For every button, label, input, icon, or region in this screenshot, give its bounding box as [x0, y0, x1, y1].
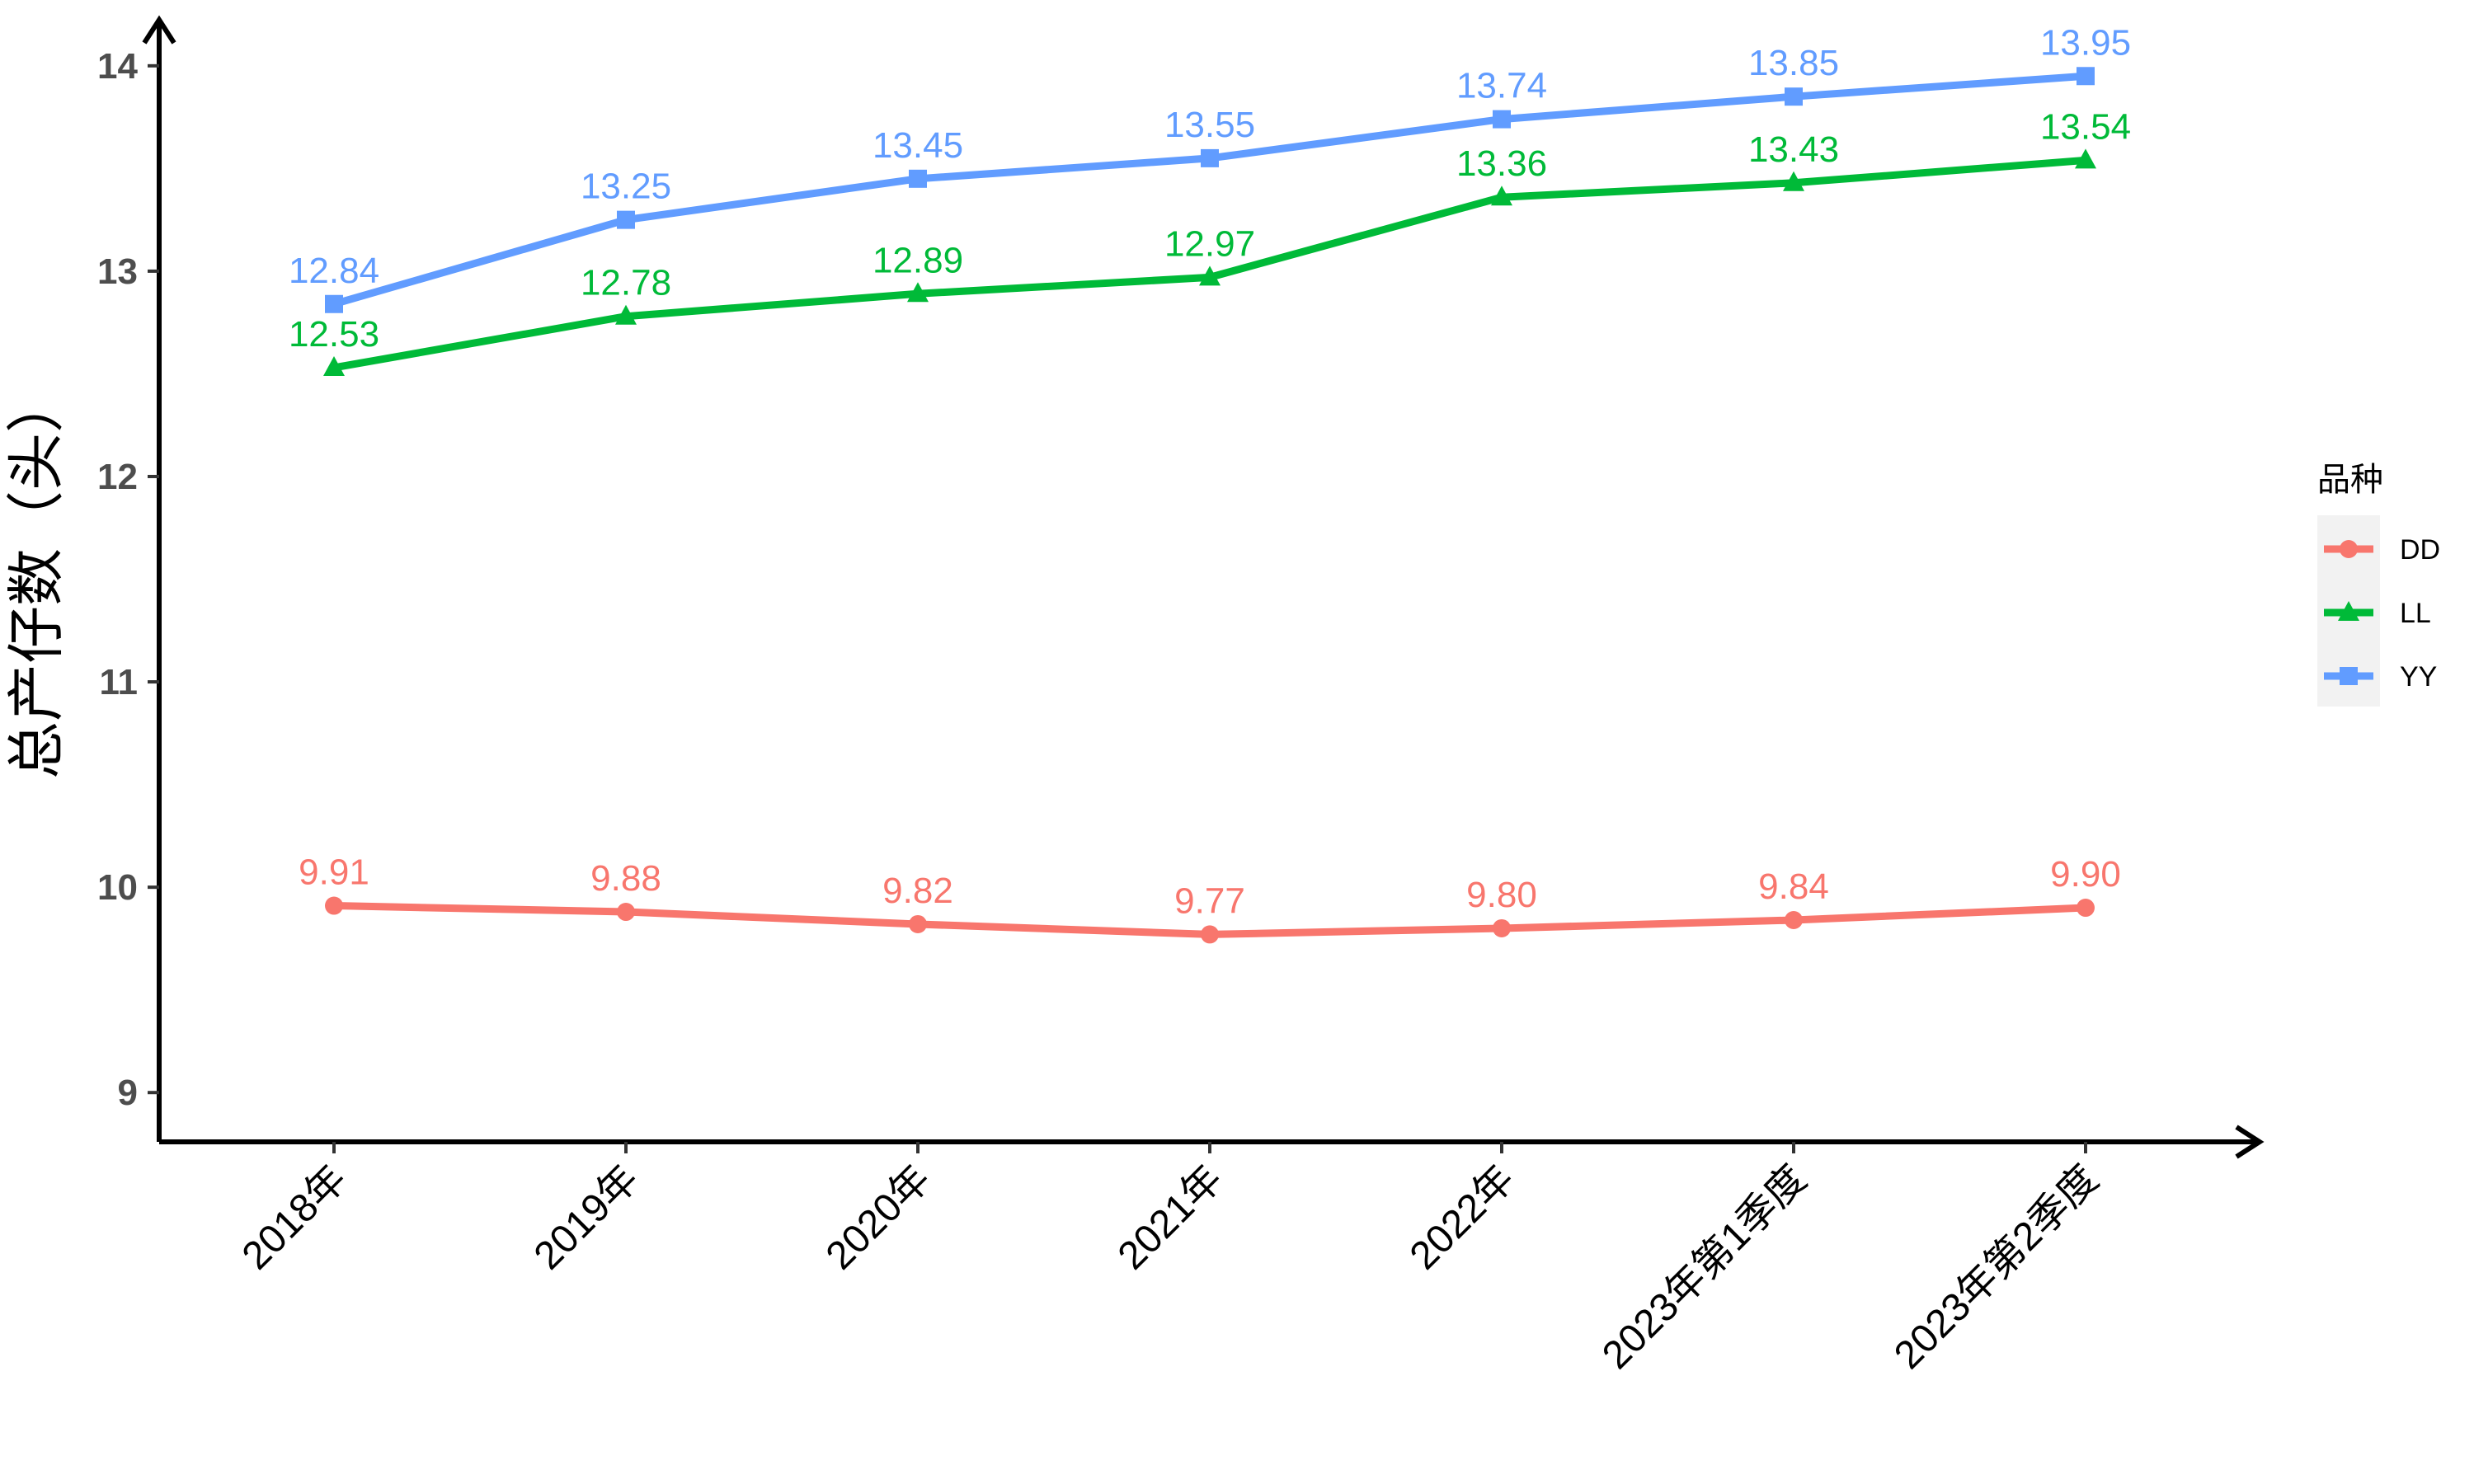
x-axis-ticks: 2018年 2019年 2020年 2021年 2022年 2023年第1季度 2023年第…	[234, 1142, 2107, 1378]
y-axis-label: 总产仔数（头）	[4, 375, 68, 779]
data-point-ll	[1199, 265, 1221, 286]
data-point-dd	[617, 903, 635, 922]
data-label-dd: 9.77	[1174, 881, 1245, 921]
data-label-dd: 9.82	[882, 871, 953, 911]
data-point-ll	[1491, 186, 1512, 206]
data-label-ll: 12.97	[1164, 223, 1255, 264]
data-point-dd	[1201, 925, 1219, 944]
y-tick-label: 10	[97, 867, 138, 908]
legend-key-marker-yy	[2340, 667, 2358, 685]
y-tick-label: 11	[99, 662, 138, 702]
series-yy: 12.84 13.25 13.45 13.55 13.74 13.85 13.95	[289, 22, 2131, 313]
x-tick-label: 2023年第1季度	[1594, 1157, 1815, 1378]
y-tick-label: 14	[97, 46, 138, 87]
data-point-yy	[1785, 87, 1803, 106]
data-label-ll: 12.53	[289, 314, 379, 355]
data-point-dd	[1493, 918, 1511, 937]
y-tick-label: 13	[97, 251, 138, 292]
data-label-yy: 12.84	[289, 251, 379, 291]
legend-title: 品种	[2317, 462, 2383, 498]
y-tick-label: 12	[97, 457, 138, 497]
data-point-ll	[907, 282, 929, 303]
data-label-dd: 9.90	[2050, 854, 2121, 895]
x-tick-label: 2022年	[1402, 1157, 1523, 1278]
data-point-ll	[323, 355, 345, 376]
data-label-yy: 13.85	[1748, 43, 1839, 83]
series-layer: 9.91 9.88 9.82 9.77 9.80 9.84 9.9012.5312.7812…	[289, 22, 2131, 944]
data-label-dd: 9.88	[590, 858, 661, 899]
legend-label-yy: YY	[2400, 661, 2437, 693]
series-dd: 9.91 9.88 9.82 9.77 9.80 9.84 9.90	[299, 852, 2121, 944]
data-label-ll: 12.78	[581, 263, 671, 303]
legend-label-ll: LL	[2400, 598, 2431, 629]
x-tick-label: 2019年	[526, 1157, 647, 1278]
data-label-yy: 13.95	[2040, 22, 2131, 63]
data-point-dd	[909, 914, 927, 933]
data-point-dd	[1785, 910, 1803, 929]
series-ll: 12.53 12.78 12.89 12.97 13.36 13.43 13.54	[289, 106, 2131, 376]
x-tick-label: 2020年	[818, 1157, 939, 1278]
legend-items: DD LL YY	[2324, 534, 2440, 693]
legend: 品种 DD LL YY	[2317, 462, 2440, 707]
data-label-dd: 9.80	[1466, 875, 1537, 915]
data-label-ll: 13.54	[2040, 106, 2131, 147]
legend-key-marker-ll	[2338, 601, 2359, 621]
data-label-ll: 12.89	[872, 240, 963, 280]
data-label-yy: 13.74	[1456, 66, 1547, 106]
y-tick-label: 9	[118, 1073, 138, 1113]
data-label-yy: 13.55	[1164, 105, 1255, 145]
data-point-yy	[2077, 67, 2095, 86]
data-point-ll	[2075, 148, 2096, 169]
data-label-yy: 13.45	[872, 125, 963, 166]
data-point-yy	[1493, 110, 1511, 129]
data-label-dd: 9.84	[1758, 866, 1829, 907]
data-label-ll: 13.36	[1456, 143, 1547, 184]
x-tick-label: 2021年	[1110, 1157, 1231, 1278]
data-label-yy: 13.25	[581, 167, 671, 207]
x-tick-label: 2018年	[234, 1157, 355, 1278]
data-point-dd	[325, 896, 343, 915]
axes	[142, 15, 2265, 1159]
data-label-ll: 13.43	[1748, 129, 1839, 170]
data-point-dd	[2077, 899, 2095, 918]
data-label-dd: 9.91	[299, 852, 369, 893]
legend-key-marker-dd	[2340, 540, 2358, 558]
data-point-yy	[617, 210, 635, 229]
data-point-ll	[615, 304, 637, 325]
y-axis-arrowhead	[142, 15, 176, 45]
data-point-yy	[1201, 148, 1219, 167]
y-axis-ticks: 9 10 11 12 13 14	[97, 46, 159, 1113]
data-point-yy	[909, 169, 927, 188]
x-tick-label: 2023年第2季度	[1886, 1157, 2107, 1378]
x-axis-arrowhead	[2235, 1125, 2265, 1159]
legend-label-dd: DD	[2400, 534, 2440, 566]
data-point-ll	[1783, 171, 1804, 191]
data-point-yy	[325, 294, 343, 313]
